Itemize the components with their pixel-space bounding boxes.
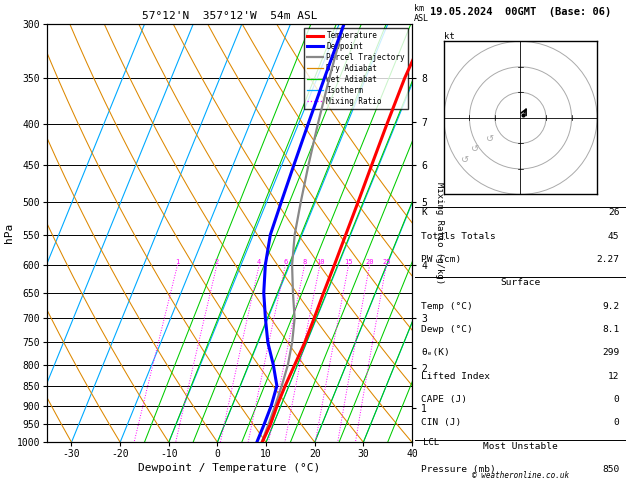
Text: 8.1: 8.1 [603,325,620,334]
Text: © weatheronline.co.uk: © weatheronline.co.uk [472,471,569,480]
Y-axis label: hPa: hPa [4,223,14,243]
Text: 45: 45 [608,232,620,241]
Text: θₑ(K): θₑ(K) [421,348,450,358]
Text: 6: 6 [283,259,287,265]
Text: Surface: Surface [501,278,540,288]
Text: 9.2: 9.2 [603,302,620,311]
Text: 10: 10 [316,259,324,265]
Text: Lifted Index: Lifted Index [421,372,491,381]
Title: 57°12'N  357°12'W  54m ASL: 57°12'N 357°12'W 54m ASL [142,11,318,21]
Text: 15: 15 [344,259,353,265]
Text: CIN (J): CIN (J) [421,418,462,428]
Text: $\circlearrowleft$: $\circlearrowleft$ [469,143,480,154]
Text: LCL: LCL [423,438,439,447]
Text: 850: 850 [603,465,620,474]
Legend: Temperature, Dewpoint, Parcel Trajectory, Dry Adiabat, Wet Adiabat, Isotherm, Mi: Temperature, Dewpoint, Parcel Trajectory… [304,28,408,109]
Text: 4: 4 [257,259,261,265]
X-axis label: Dewpoint / Temperature (°C): Dewpoint / Temperature (°C) [138,463,321,473]
Text: Most Unstable: Most Unstable [483,442,558,451]
Text: 2.27: 2.27 [596,255,620,264]
Text: 299: 299 [603,348,620,358]
Text: 8: 8 [303,259,307,265]
Text: K: K [421,208,427,218]
Text: 12: 12 [608,372,620,381]
Text: 1: 1 [175,259,180,265]
Text: 20: 20 [365,259,374,265]
Text: Totals Totals: Totals Totals [421,232,496,241]
Text: Temp (°C): Temp (°C) [421,302,473,311]
Text: 25: 25 [382,259,391,265]
Text: 0: 0 [614,418,620,428]
Text: 2: 2 [214,259,219,265]
Text: km
ASL: km ASL [414,4,429,23]
Text: kt: kt [444,32,455,41]
Text: 26: 26 [608,208,620,218]
Text: Dewp (°C): Dewp (°C) [421,325,473,334]
Text: $\circlearrowleft$: $\circlearrowleft$ [484,133,496,143]
Text: 19.05.2024  00GMT  (Base: 06): 19.05.2024 00GMT (Base: 06) [430,7,611,17]
Text: Pressure (mb): Pressure (mb) [421,465,496,474]
Text: 0: 0 [614,395,620,404]
Text: PW (cm): PW (cm) [421,255,462,264]
Text: $\circlearrowleft$: $\circlearrowleft$ [459,154,470,164]
Y-axis label: Mixing Ratio (g/kg): Mixing Ratio (g/kg) [435,182,443,284]
Text: CAPE (J): CAPE (J) [421,395,467,404]
